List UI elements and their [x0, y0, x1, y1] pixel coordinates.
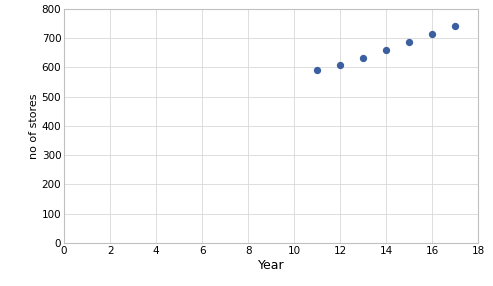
Point	[405, 40, 413, 45]
Point	[313, 68, 321, 72]
Point	[382, 47, 390, 52]
Point	[451, 24, 459, 28]
Point	[336, 63, 344, 67]
Point	[428, 32, 436, 36]
X-axis label: Year: Year	[258, 259, 284, 272]
Point	[359, 56, 367, 61]
Y-axis label: no of stores: no of stores	[29, 93, 39, 159]
